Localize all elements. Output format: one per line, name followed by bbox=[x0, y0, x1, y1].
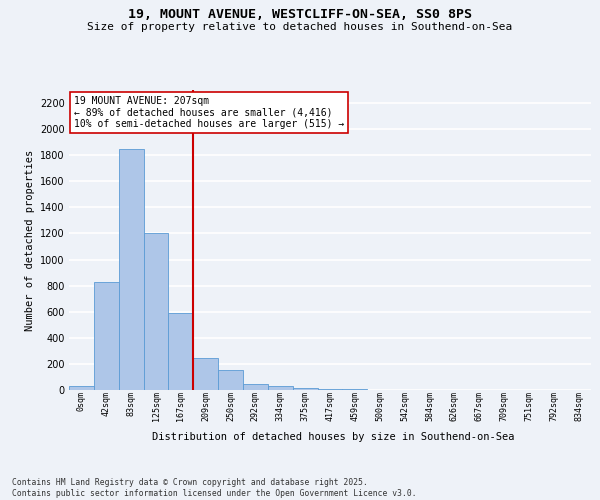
Text: Contains HM Land Registry data © Crown copyright and database right 2025.
Contai: Contains HM Land Registry data © Crown c… bbox=[12, 478, 416, 498]
Text: Size of property relative to detached houses in Southend-on-Sea: Size of property relative to detached ho… bbox=[88, 22, 512, 32]
Bar bbox=[243, 384, 268, 390]
Bar bbox=[317, 389, 343, 390]
Text: Distribution of detached houses by size in Southend-on-Sea: Distribution of detached houses by size … bbox=[152, 432, 514, 442]
Bar bbox=[169, 313, 193, 390]
Bar bbox=[193, 358, 218, 390]
Bar bbox=[69, 386, 94, 390]
Bar bbox=[143, 234, 169, 390]
Bar bbox=[293, 388, 317, 390]
Y-axis label: Number of detached properties: Number of detached properties bbox=[25, 150, 35, 330]
Bar bbox=[94, 282, 119, 390]
Text: 19, MOUNT AVENUE, WESTCLIFF-ON-SEA, SS0 8PS: 19, MOUNT AVENUE, WESTCLIFF-ON-SEA, SS0 … bbox=[128, 8, 472, 20]
Text: 19 MOUNT AVENUE: 207sqm
← 89% of detached houses are smaller (4,416)
10% of semi: 19 MOUNT AVENUE: 207sqm ← 89% of detache… bbox=[74, 96, 344, 129]
Bar bbox=[119, 148, 143, 390]
Bar bbox=[218, 370, 243, 390]
Bar bbox=[268, 386, 293, 390]
